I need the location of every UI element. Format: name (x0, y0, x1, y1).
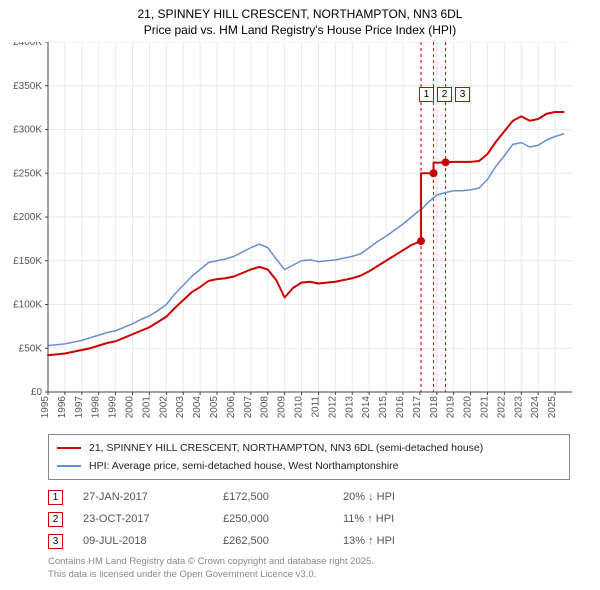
svg-text:2015: 2015 (378, 396, 389, 419)
svg-text:2006: 2006 (226, 396, 237, 419)
svg-text:2021: 2021 (479, 396, 490, 419)
chart-marker-label: 2 (437, 87, 452, 102)
sale-delta: 20% ↓ HPI (343, 491, 463, 503)
svg-text:2002: 2002 (158, 396, 169, 419)
svg-text:2009: 2009 (277, 396, 288, 419)
credit-line-1: Contains HM Land Registry data © Crown c… (48, 556, 570, 569)
legend-row: 21, SPINNEY HILL CRESCENT, NORTHAMPTON, … (57, 439, 561, 457)
svg-text:£300K: £300K (13, 125, 42, 136)
svg-text:2011: 2011 (310, 396, 321, 418)
sale-price: £250,000 (223, 513, 323, 525)
svg-text:2014: 2014 (361, 396, 372, 419)
chart-area: £0£50K£100K£150K£200K£250K£300K£350K£400… (0, 42, 600, 430)
svg-text:2018: 2018 (429, 396, 440, 419)
svg-text:2003: 2003 (175, 396, 186, 419)
sale-delta: 13% ↑ HPI (343, 535, 463, 547)
svg-text:£150K: £150K (13, 256, 42, 267)
chart-marker-label: 3 (455, 87, 470, 102)
svg-text:2013: 2013 (344, 396, 355, 419)
sale-number: 2 (48, 512, 63, 527)
chart-svg: £0£50K£100K£150K£200K£250K£300K£350K£400… (0, 42, 600, 430)
svg-text:2012: 2012 (327, 396, 338, 419)
sale-delta: 11% ↑ HPI (343, 513, 463, 525)
chart-container: 21, SPINNEY HILL CRESCENT, NORTHAMPTON, … (0, 0, 600, 582)
svg-text:2016: 2016 (395, 396, 406, 419)
title-line-2: Price paid vs. HM Land Registry's House … (0, 22, 600, 38)
svg-text:2019: 2019 (446, 396, 457, 419)
svg-text:£100K: £100K (13, 300, 42, 311)
svg-text:2001: 2001 (141, 396, 152, 419)
svg-text:2007: 2007 (243, 396, 254, 419)
sale-price: £172,500 (223, 491, 323, 503)
legend-label: 21, SPINNEY HILL CRESCENT, NORTHAMPTON, … (89, 442, 483, 454)
svg-text:2020: 2020 (463, 396, 474, 419)
sale-row: 1 27-JAN-2017 £172,500 20% ↓ HPI (48, 486, 570, 508)
svg-text:1997: 1997 (74, 396, 85, 419)
legend-swatch (57, 447, 81, 449)
sale-date: 09-JUL-2018 (83, 535, 203, 547)
chart-marker-label: 1 (419, 87, 434, 102)
svg-text:£250K: £250K (13, 169, 42, 180)
svg-text:£400K: £400K (13, 42, 42, 48)
svg-text:2000: 2000 (125, 396, 136, 419)
sale-date: 27-JAN-2017 (83, 491, 203, 503)
svg-text:2023: 2023 (513, 396, 524, 419)
svg-text:1996: 1996 (57, 396, 68, 419)
svg-text:2010: 2010 (294, 396, 305, 419)
legend: 21, SPINNEY HILL CRESCENT, NORTHAMPTON, … (48, 434, 570, 480)
sale-row: 2 23-OCT-2017 £250,000 11% ↑ HPI (48, 508, 570, 530)
sale-date: 23-OCT-2017 (83, 513, 203, 525)
title-line-1: 21, SPINNEY HILL CRESCENT, NORTHAMPTON, … (0, 6, 600, 22)
svg-text:2008: 2008 (260, 396, 271, 419)
svg-text:£50K: £50K (19, 344, 43, 355)
legend-swatch (57, 465, 81, 467)
svg-text:2004: 2004 (192, 396, 203, 419)
svg-text:£200K: £200K (13, 212, 42, 223)
svg-text:1995: 1995 (40, 396, 51, 419)
legend-label: HPI: Average price, semi-detached house,… (89, 460, 399, 472)
legend-row: HPI: Average price, semi-detached house,… (57, 457, 561, 475)
sale-price: £262,500 (223, 535, 323, 547)
svg-text:1999: 1999 (108, 396, 119, 419)
sale-row: 3 09-JUL-2018 £262,500 13% ↑ HPI (48, 530, 570, 552)
sale-number: 3 (48, 534, 63, 549)
svg-text:2022: 2022 (496, 396, 507, 419)
svg-text:2017: 2017 (412, 396, 423, 419)
svg-text:2025: 2025 (547, 396, 558, 419)
svg-text:£350K: £350K (13, 81, 42, 92)
title-block: 21, SPINNEY HILL CRESCENT, NORTHAMPTON, … (0, 0, 600, 42)
credit-text: Contains HM Land Registry data © Crown c… (48, 556, 570, 582)
sales-table: 1 27-JAN-2017 £172,500 20% ↓ HPI 2 23-OCT-201… (48, 486, 570, 552)
svg-text:1998: 1998 (91, 396, 102, 419)
svg-text:2005: 2005 (209, 396, 220, 419)
credit-line-2: This data is licensed under the Open Gov… (48, 569, 570, 582)
sale-number: 1 (48, 490, 63, 505)
svg-text:2024: 2024 (530, 396, 541, 419)
